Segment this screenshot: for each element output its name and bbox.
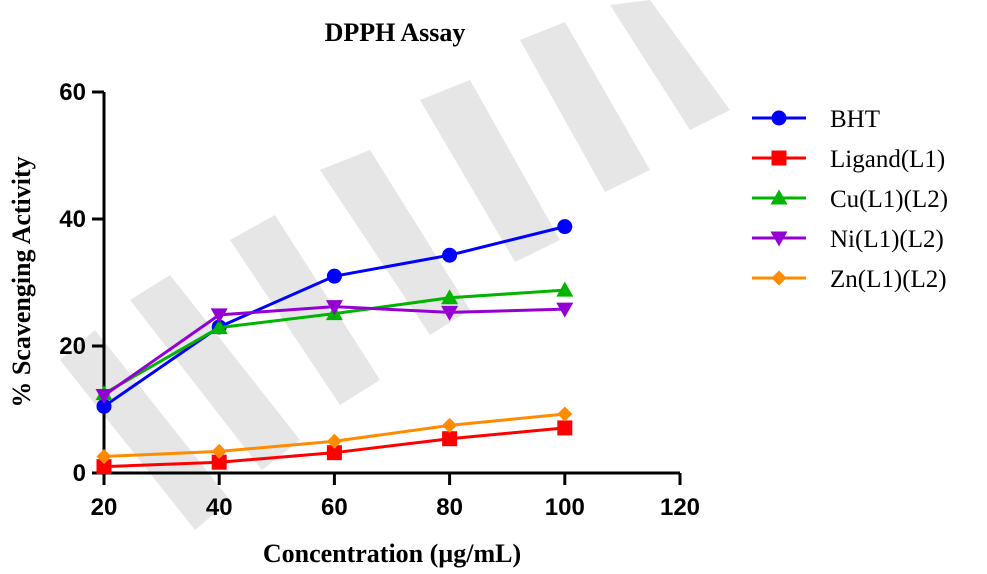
data-point	[326, 433, 342, 449]
legend-label: Zn(L1)(L2)	[830, 266, 947, 293]
x-tick-label: 100	[545, 494, 585, 521]
x-tick-label: 40	[206, 494, 233, 521]
data-point	[326, 268, 342, 284]
data-point	[96, 448, 112, 464]
legend-item: BHT	[752, 106, 880, 133]
legend-item: Ligand(L1)	[752, 146, 945, 173]
x-axis-label: Concentration (µg/mL)	[263, 539, 521, 568]
y-tick-label: 20	[59, 333, 86, 360]
data-point	[442, 431, 458, 447]
x-tick-label: 120	[660, 494, 700, 521]
data-point	[441, 305, 459, 321]
legend-marker	[771, 150, 787, 166]
data-point	[556, 302, 574, 318]
data-point	[96, 398, 112, 414]
y-tick-label: 60	[59, 79, 86, 106]
data-point	[442, 417, 458, 433]
chart-title: DPPH Assay	[325, 18, 466, 47]
y-axis-label: % Scavenging Activity	[7, 156, 36, 407]
legend-marker	[770, 231, 788, 247]
legend-label: Ni(L1)(L2)	[830, 226, 944, 253]
legend-label: BHT	[830, 106, 880, 133]
series-4	[96, 406, 573, 464]
data-point	[211, 454, 227, 470]
data-point	[326, 445, 342, 461]
x-tick-label: 60	[321, 494, 348, 521]
data-point	[210, 319, 228, 335]
legend-label: Cu(L1)(L2)	[830, 186, 948, 213]
data-point	[557, 219, 573, 235]
legend-item: Cu(L1)(L2)	[752, 186, 948, 213]
y-tick-label: 0	[73, 460, 86, 487]
legend-marker	[771, 270, 787, 286]
data-point	[441, 289, 459, 305]
data-point	[557, 420, 573, 436]
data-point	[211, 443, 227, 459]
legend-item: Ni(L1)(L2)	[752, 226, 944, 253]
x-tick-label: 80	[436, 494, 463, 521]
data-point	[96, 459, 112, 475]
data-point	[95, 389, 113, 405]
y-tick-label: 40	[59, 206, 86, 233]
data-point	[556, 281, 574, 297]
data-point	[557, 406, 573, 422]
data-point	[325, 300, 343, 316]
legend-marker	[770, 189, 788, 205]
data-point	[442, 247, 458, 263]
series-1	[96, 420, 573, 475]
legend-item: Zn(L1)(L2)	[752, 266, 947, 293]
data-point	[210, 308, 228, 324]
x-tick-label: 20	[91, 494, 118, 521]
legend-marker	[771, 110, 787, 126]
legend: BHT Ligand(L1) Cu(L1)(L2) Ni(L1)(L2) Zn(L1)(…	[752, 106, 948, 293]
series-3	[95, 300, 574, 405]
legend-label: Ligand(L1)	[830, 146, 945, 173]
series-layer	[95, 219, 574, 475]
